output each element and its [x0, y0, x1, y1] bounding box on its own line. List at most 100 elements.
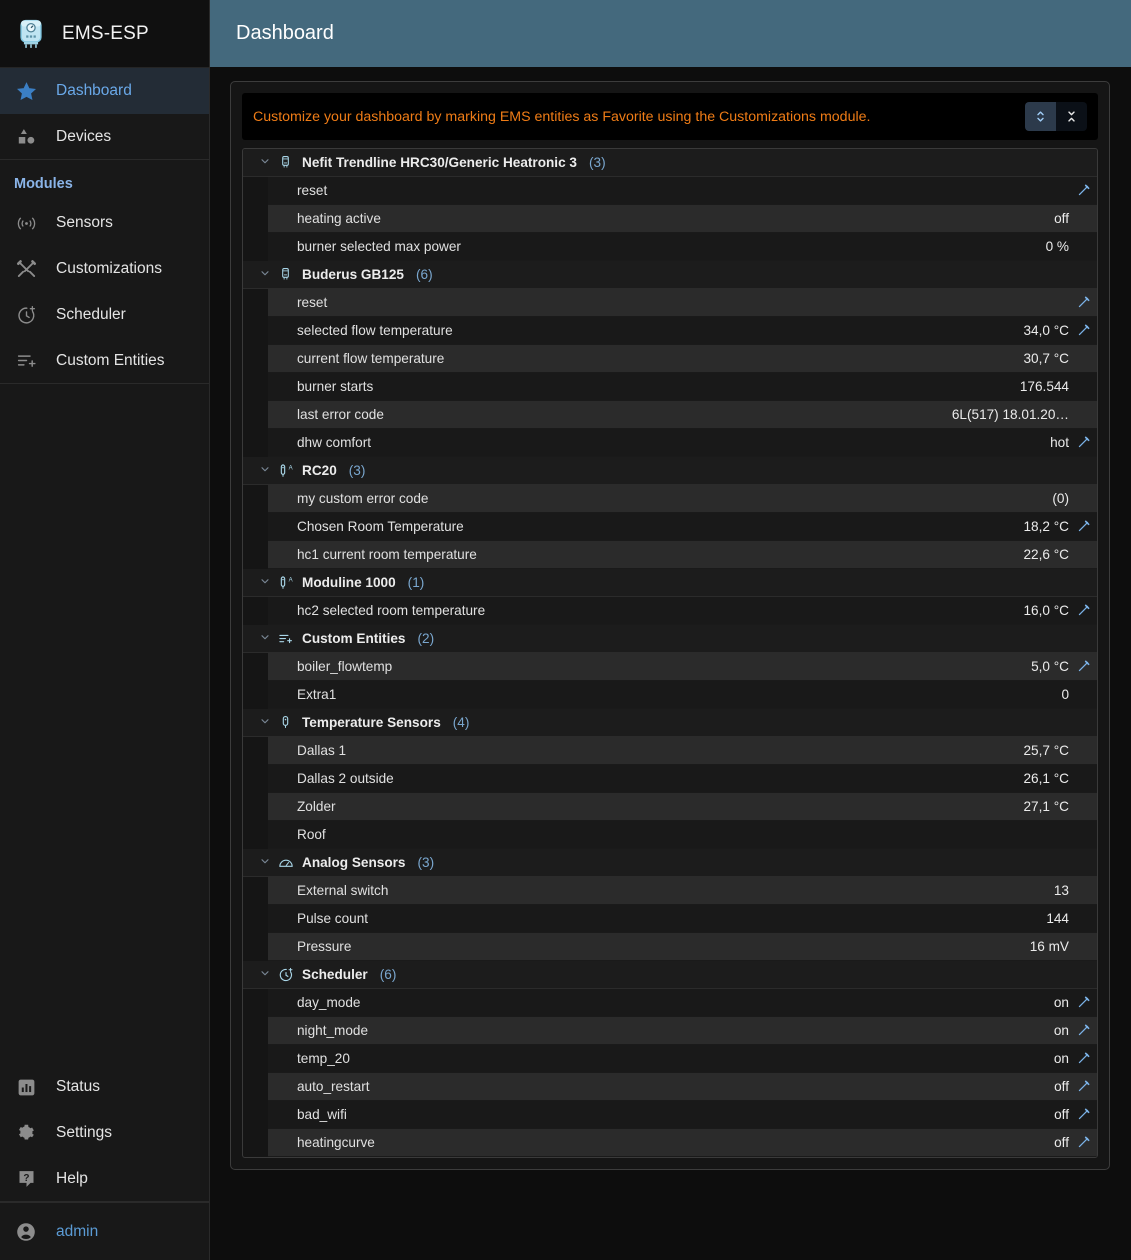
- chevron-down-icon[interactable]: [259, 715, 269, 730]
- edit-pencil-icon[interactable]: [1069, 295, 1097, 310]
- content-area: Customize your dashboard by marking EMS …: [210, 67, 1131, 1260]
- entity-row[interactable]: Zolder 27,1 °C: [268, 793, 1097, 821]
- chevron-down-icon[interactable]: [259, 155, 269, 170]
- entity-row[interactable]: reset: [268, 177, 1097, 205]
- entity-row[interactable]: boiler_flowtemp 5,0 °C: [268, 653, 1097, 681]
- thermostat-icon: A: [277, 574, 294, 591]
- entity-row[interactable]: External switch 13: [268, 877, 1097, 905]
- edit-pencil-icon[interactable]: [1069, 323, 1097, 338]
- entity-name: night_mode: [297, 1023, 369, 1038]
- entity-row[interactable]: Pulse count 144: [268, 905, 1097, 933]
- alert-message: Customize your dashboard by marking EMS …: [253, 108, 871, 125]
- entity-row[interactable]: Dallas 2 outside 26,1 °C: [268, 765, 1097, 793]
- entity-value: 30,7 °C: [1023, 351, 1070, 366]
- entity-group-header[interactable]: Scheduler (6): [243, 961, 1097, 989]
- unfold-more-icon[interactable]: [1025, 102, 1056, 131]
- page-title: Dashboard: [236, 22, 334, 44]
- sidebar-item-label: Help: [56, 1169, 88, 1187]
- sidebar-item-scheduler[interactable]: Scheduler: [0, 292, 209, 338]
- entity-row[interactable]: heating active off: [268, 205, 1097, 233]
- sidebar-item-sensors[interactable]: Sensors: [0, 200, 209, 246]
- entity-name: my custom error code: [297, 491, 429, 506]
- entity-group-header[interactable]: Custom Entities (2): [243, 625, 1097, 653]
- entity-row[interactable]: hc1 current room temperature 22,6 °C: [268, 541, 1097, 569]
- sidebar: EMS-ESP Dashboard Devices Modules: [0, 0, 210, 1260]
- entity-row[interactable]: bad_wifi off: [268, 1101, 1097, 1129]
- sidebar-item-label: Custom Entities: [56, 351, 165, 369]
- chevron-down-icon[interactable]: [259, 967, 269, 982]
- entity-row[interactable]: selected flow temperature 34,0 °C: [268, 317, 1097, 345]
- chevron-down-icon[interactable]: [259, 267, 269, 282]
- entity-row[interactable]: hc2 selected room temperature 16,0 °C: [268, 597, 1097, 625]
- entity-value: 27,1 °C: [1023, 799, 1070, 814]
- entity-group-header[interactable]: Temperature Sensors (4): [243, 709, 1097, 737]
- entity-group-header[interactable]: Analog Sensors (3): [243, 849, 1097, 877]
- clock-plus-icon: [14, 303, 38, 327]
- edit-pencil-icon[interactable]: [1069, 183, 1097, 198]
- edit-pencil-icon[interactable]: [1069, 603, 1097, 618]
- edit-pencil-icon[interactable]: [1069, 995, 1097, 1010]
- entity-group-header[interactable]: Nefit Trendline HRC30/Generic Heatronic …: [243, 149, 1097, 177]
- chevron-down-icon[interactable]: [259, 855, 269, 870]
- entity-row[interactable]: burner selected max power 0 %: [268, 233, 1097, 261]
- entity-row[interactable]: day_mode on: [268, 989, 1097, 1017]
- brand[interactable]: EMS-ESP: [0, 0, 209, 67]
- edit-pencil-icon[interactable]: [1069, 1135, 1097, 1150]
- entity-row[interactable]: reset: [268, 289, 1097, 317]
- edit-pencil-icon[interactable]: [1069, 1079, 1097, 1094]
- sidebar-item-devices[interactable]: Devices: [0, 114, 209, 160]
- edit-pencil-icon[interactable]: [1069, 1023, 1097, 1038]
- entity-group-header[interactable]: A RC20 (3): [243, 457, 1097, 485]
- entity-row[interactable]: burner starts 176.544: [268, 373, 1097, 401]
- entity-group-name: RC20: [302, 463, 337, 478]
- sidebar-item-help[interactable]: ? Help: [0, 1156, 209, 1202]
- entity-group-header[interactable]: Buderus GB125 (6): [243, 261, 1097, 289]
- sidebar-item-dashboard[interactable]: Dashboard: [0, 68, 209, 114]
- edit-pencil-icon[interactable]: [1069, 659, 1097, 674]
- sidebar-item-custom-entities[interactable]: Custom Entities: [0, 338, 209, 384]
- entity-name: burner starts: [297, 379, 374, 394]
- entity-value: 0 %: [1045, 239, 1069, 254]
- chevron-down-icon[interactable]: [259, 575, 269, 590]
- entity-row[interactable]: dhw comfort hot: [268, 429, 1097, 457]
- entity-row[interactable]: heatingcurve off: [268, 1129, 1097, 1157]
- entity-row[interactable]: my custom error code (0): [268, 485, 1097, 513]
- entity-name: selected flow temperature: [297, 323, 453, 338]
- entity-row[interactable]: Dallas 1 25,7 °C: [268, 737, 1097, 765]
- entity-row[interactable]: temp_20 on: [268, 1045, 1097, 1073]
- chevron-down-icon[interactable]: [259, 631, 269, 646]
- edit-pencil-icon[interactable]: [1069, 1051, 1097, 1066]
- edit-pencil-icon[interactable]: [1069, 1107, 1097, 1122]
- unfold-less-icon[interactable]: [1056, 102, 1087, 131]
- entity-name: reset: [297, 183, 328, 198]
- entity-value: 18,2 °C: [1023, 519, 1070, 534]
- sidebar-item-label: Scheduler: [56, 306, 126, 323]
- entity-name: temp_20: [297, 1051, 350, 1066]
- entity-value: 0: [1061, 687, 1069, 702]
- list-plus-icon: [277, 630, 294, 647]
- entity-row[interactable]: Roof: [268, 821, 1097, 849]
- entity-group-header[interactable]: A Moduline 1000 (1): [243, 569, 1097, 597]
- sidebar-item-customizations[interactable]: Customizations: [0, 246, 209, 292]
- edit-pencil-icon[interactable]: [1069, 435, 1097, 450]
- main-area: Dashboard Customize your dashboard by ma…: [210, 0, 1131, 1260]
- edit-pencil-icon[interactable]: [1069, 519, 1097, 534]
- sidebar-item-label: Sensors: [56, 214, 113, 231]
- entity-row[interactable]: current flow temperature 30,7 °C: [268, 345, 1097, 373]
- entity-row[interactable]: last error code 6L(517) 18.01.20…: [268, 401, 1097, 429]
- chevron-down-icon[interactable]: [259, 463, 269, 478]
- entity-group-count: (3): [348, 463, 366, 478]
- sidebar-item-status[interactable]: Status: [0, 1064, 209, 1110]
- entity-row[interactable]: auto_restart off: [268, 1073, 1097, 1101]
- sidebar-item-settings[interactable]: Settings: [0, 1110, 209, 1156]
- sidebar-item-account[interactable]: admin: [0, 1202, 209, 1260]
- entity-row[interactable]: Chosen Room Temperature 18,2 °C: [268, 513, 1097, 541]
- entity-group-count: (1): [407, 575, 425, 590]
- entity-name: bad_wifi: [297, 1107, 347, 1122]
- entity-name: burner selected max power: [297, 239, 461, 254]
- entity-name: boiler_flowtemp: [297, 659, 393, 674]
- entity-row[interactable]: Pressure 16 mV: [268, 933, 1097, 961]
- entity-row[interactable]: night_mode on: [268, 1017, 1097, 1045]
- entity-row[interactable]: Extra1 0: [268, 681, 1097, 709]
